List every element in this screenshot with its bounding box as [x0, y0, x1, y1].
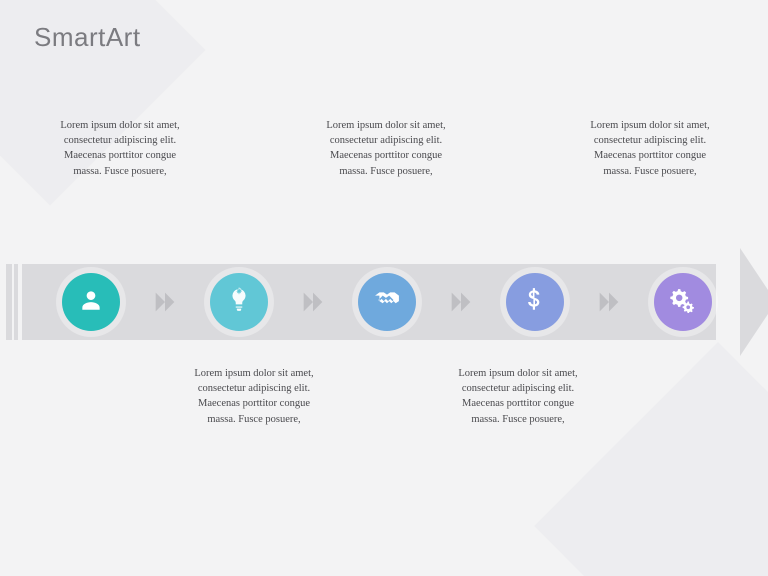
gears-icon — [670, 287, 696, 318]
chevron-icon — [151, 286, 179, 318]
step-circle-2 — [210, 273, 268, 331]
step-circle-1 — [62, 273, 120, 331]
steps-row — [62, 264, 712, 340]
step-desc-4: Lorem ipsum dolor sit amet, consectetur … — [452, 366, 584, 427]
chevron-icon — [595, 286, 623, 318]
step-desc-3: Lorem ipsum dolor sit amet, consectetur … — [320, 118, 452, 179]
process-arrow — [22, 264, 746, 340]
arrow-tail-segment — [6, 264, 12, 340]
person-icon — [78, 287, 104, 318]
step-circle-3 — [358, 273, 416, 331]
step-desc-2: Lorem ipsum dolor sit amet, consectetur … — [188, 366, 320, 427]
step-circle-5 — [654, 273, 712, 331]
arrow-head — [740, 248, 768, 356]
lightbulb-icon — [226, 287, 252, 318]
chevron-icon — [299, 286, 327, 318]
handshake-icon — [374, 287, 400, 318]
chevron-icon — [447, 286, 475, 318]
step-desc-1: Lorem ipsum dolor sit amet, consectetur … — [54, 118, 186, 179]
slide-title: SmartArt — [34, 22, 141, 53]
dollar-icon — [522, 287, 548, 318]
arrow-tail-segment — [14, 264, 18, 340]
step-desc-5: Lorem ipsum dolor sit amet, consectetur … — [584, 118, 716, 179]
step-circle-4 — [506, 273, 564, 331]
